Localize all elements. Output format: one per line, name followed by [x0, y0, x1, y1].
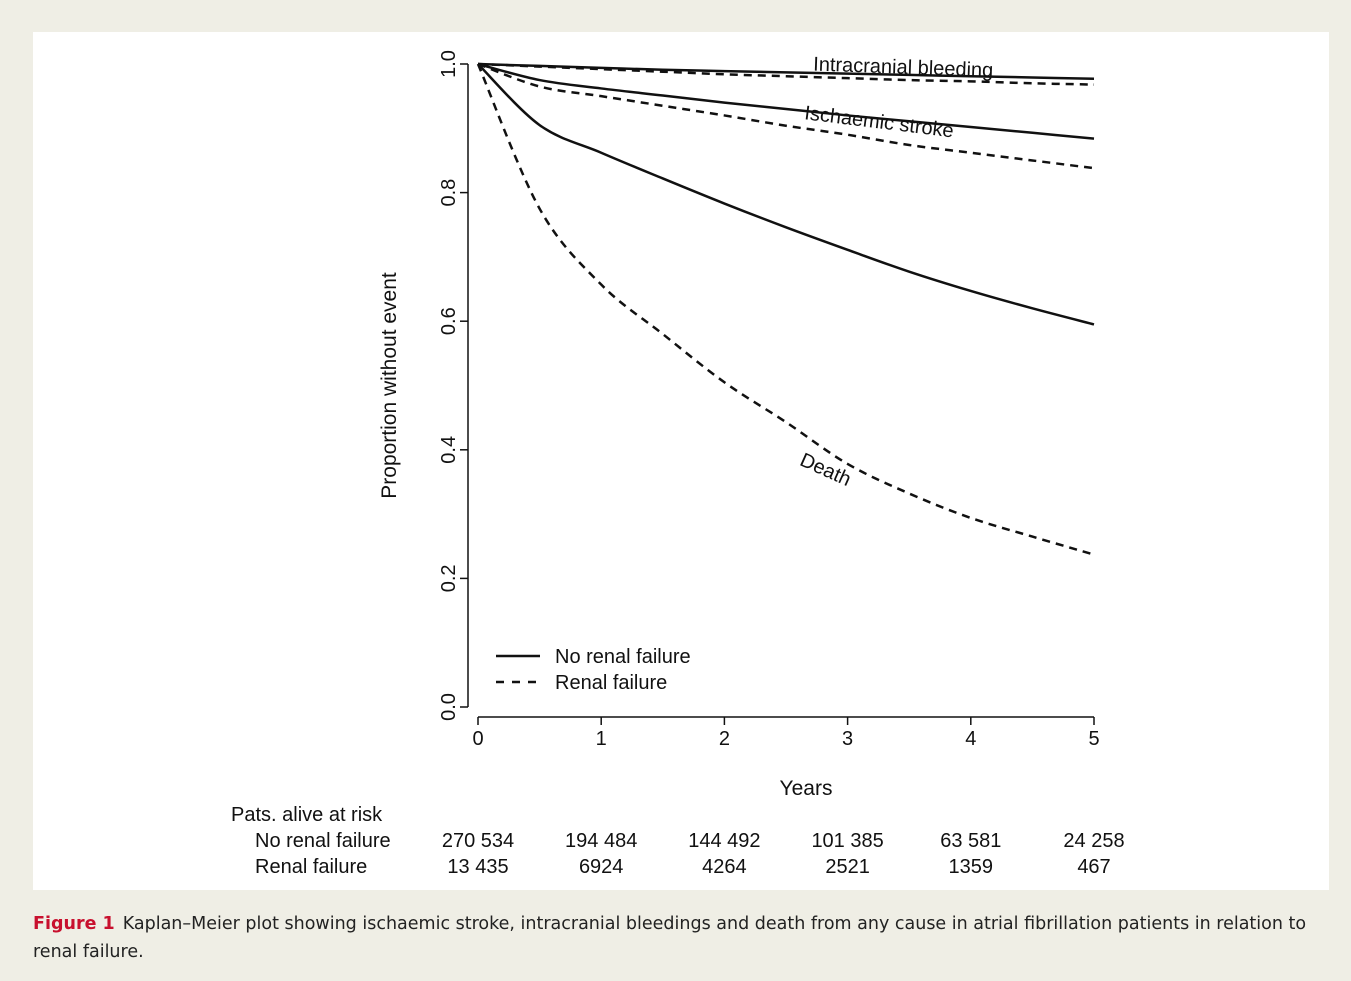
- figure-label: Figure 1: [33, 914, 115, 934]
- risk-table-cell: 270 534: [442, 830, 514, 852]
- x-tick-label: 0: [472, 728, 483, 750]
- x-tick-label: 1: [596, 728, 607, 750]
- caption-text: Kaplan–Meier plot showing ischaemic stro…: [33, 914, 1307, 962]
- series-line-intracranial-bleeding-renal-failure: [477, 62, 1095, 86]
- risk-table-cell: 1359: [949, 856, 994, 878]
- legend-label: No renal failure: [555, 646, 691, 668]
- series-line-death-renal-failure: [476, 63, 1095, 556]
- x-tick-label: 5: [1088, 728, 1099, 750]
- risk-table-cell: 101 385: [811, 830, 883, 852]
- y-tick-label: 0.8: [438, 179, 460, 207]
- risk-table-cell: 4264: [702, 856, 747, 878]
- y-tick-label: 0.4: [438, 436, 460, 464]
- annotation-intracranial-bleeding: Intracranial bleeding: [813, 54, 994, 82]
- y-axis-title: Proportion without event: [378, 272, 401, 499]
- risk-table-cell: 6924: [579, 856, 624, 878]
- y-tick-label: 0.6: [438, 307, 460, 335]
- risk-table-cell: 2521: [825, 856, 870, 878]
- risk-table-cell: 144 492: [688, 830, 760, 852]
- annotation-death: Death: [797, 449, 855, 491]
- risk-table-cell: 194 484: [565, 830, 637, 852]
- kaplan-meier-chart: 0 1 2 3 4 5 0.0 0.2 0.4 0.6 0.8 1.0 Years Proportion …: [231, 50, 1125, 878]
- series-line-ischaemic-stroke-renal-failure: [477, 62, 1095, 170]
- risk-table-cell: 467: [1077, 856, 1110, 878]
- legend-label: Renal failure: [555, 672, 667, 694]
- risk-table-row-label: No renal failure: [255, 830, 391, 852]
- y-tick-label: 1.0: [438, 50, 460, 78]
- risk-table-cell: 13 435: [447, 856, 508, 878]
- risk-table-row-label: Renal failure: [255, 856, 367, 878]
- y-tick-label: 0.0: [438, 693, 460, 721]
- annotation-ischaemic-stroke: Ischaemic stroke: [803, 102, 955, 142]
- y-tick-label: 0.2: [438, 564, 460, 592]
- x-axis-title: Years: [780, 777, 833, 800]
- risk-table-header: Pats. alive at risk: [231, 804, 383, 826]
- x-tick-label: 2: [719, 728, 730, 750]
- risk-table-cell: 24 258: [1063, 830, 1124, 852]
- figure-caption: Figure 1 Kaplan–Meier plot showing ischae…: [33, 910, 1329, 966]
- x-tick-label: 3: [842, 728, 853, 750]
- series-line-death-no-renal-failure: [477, 63, 1095, 326]
- x-tick-label: 4: [965, 728, 976, 750]
- figure-panel: 0 1 2 3 4 5 0.0 0.2 0.4 0.6 0.8 1.0 Years Proportion …: [33, 32, 1329, 890]
- risk-table-cell: 63 581: [940, 830, 1001, 852]
- series-line-ischaemic-stroke-no-renal-failure: [477, 62, 1095, 140]
